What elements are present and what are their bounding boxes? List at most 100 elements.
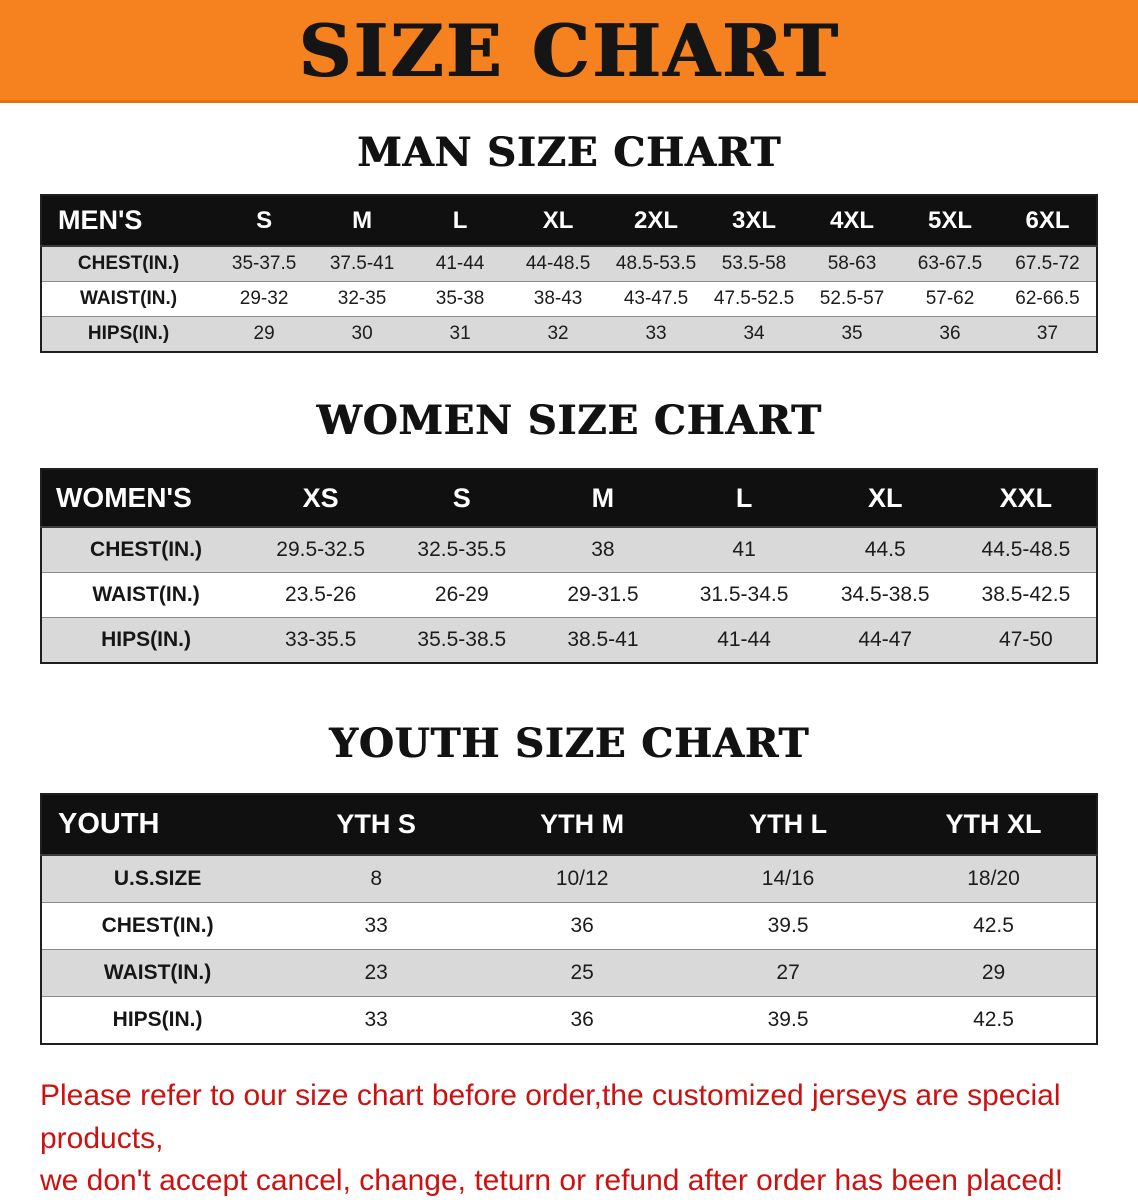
- measurement-value-cell: 34: [743, 323, 765, 344]
- measurement-value-cell: 43-47.5: [623, 288, 689, 309]
- measurement-row: WAIST(IN.) 29-32 32-35 35-38 38-43 43-47.5 47.…: [41, 281, 1097, 317]
- youth-section-heading: YOUTH SIZE CHART: [329, 720, 809, 767]
- size-column-header: YTH XL: [891, 794, 1097, 855]
- measurement-value-cell: 47.5-52.5: [713, 288, 795, 309]
- footer-note-line2: we don't accept cancel, change, teturn o…: [40, 1164, 1064, 1198]
- measurement-value-cell: 29-31.5: [567, 583, 639, 606]
- footer-note-line1: Please refer to our size chart before or…: [40, 1079, 1061, 1155]
- measurement-value-cell: 63-67.5: [917, 253, 983, 274]
- measurement-value-cell: 36: [570, 914, 594, 937]
- measurement-label-cell: U.S.SIZE: [113, 867, 202, 890]
- measurement-value-cell: 35.5-38.5: [417, 628, 507, 651]
- measurement-row: WAIST(IN.) 23 25 27 29: [41, 949, 1097, 997]
- measurement-value-cell: 58-63: [827, 253, 877, 274]
- measurement-value-cell: 39.5: [767, 1008, 809, 1031]
- table-title-cell: YOUTH: [41, 794, 274, 855]
- measurement-value-cell: 32.5-35.5: [417, 538, 507, 561]
- size-column-header: M: [532, 469, 674, 527]
- measurement-value-cell: 38.5-42.5: [981, 583, 1071, 606]
- measurement-value-cell: 47-50: [999, 628, 1053, 651]
- measurement-row: CHEST(IN.) 35-37.5 37.5-41 41-44 44-48.5 48.5…: [41, 246, 1097, 282]
- size-column-header: 5XL: [901, 195, 999, 246]
- measurement-value-cell: 39.5: [767, 914, 809, 937]
- size-column-header: XL: [509, 195, 608, 246]
- measurement-value-cell: 33: [645, 323, 667, 344]
- measurement-row: HIPS(IN.) 29 30 31 32 33 34 35 36 37: [41, 316, 1097, 352]
- measurement-value-cell: 41-44: [435, 253, 485, 274]
- table-title-cell: WOMEN'S: [41, 469, 251, 527]
- measurement-value-cell: 33-35.5: [285, 628, 357, 651]
- measurement-value-cell: 36: [570, 1008, 594, 1031]
- measurement-value-cell: 27: [776, 961, 800, 984]
- page-title: SIZE CHART: [298, 7, 840, 93]
- table-body: CHEST(IN.) 29.5-32.5 32.5-35.5 38 41 44.5 44.5…: [41, 527, 1097, 663]
- measurement-value-cell: 37: [1036, 323, 1059, 344]
- measurement-value-cell: 36: [939, 323, 961, 344]
- measurement-value-cell: 44.5-48.5: [981, 538, 1071, 561]
- section-men: MAN SIZE CHART MEN'S S M L XL 2XL 3XL 4XL 5XL 6XL…: [0, 129, 1138, 353]
- measurement-row: CHEST(IN.) 29.5-32.5 32.5-35.5 38 41 44.5 44.5…: [41, 527, 1097, 573]
- measurement-value-cell: 41: [732, 538, 756, 561]
- size-column-header: L: [411, 195, 510, 246]
- measurement-value-cell: 37.5-41: [329, 253, 395, 274]
- measurement-value-cell: 29-32: [239, 288, 289, 309]
- measurement-label-cell: HIPS(IN.): [101, 628, 191, 651]
- size-column-header: 4XL: [803, 195, 901, 246]
- size-column-header: 3XL: [705, 195, 804, 246]
- measurement-row: WAIST(IN.) 23.5-26 26-29 29-31.5 31.5-34.5 34…: [41, 572, 1097, 618]
- section-youth: YOUTH SIZE CHART YOUTH YTH S YTH M YTH L YTH…: [0, 720, 1138, 1045]
- measurement-value-cell: 41-44: [717, 628, 771, 651]
- size-column-header: L: [673, 469, 815, 527]
- measurement-row: CHEST(IN.) 33 36 39.5 42.5: [41, 902, 1097, 950]
- measurement-value-cell: 48.5-53.5: [615, 253, 697, 274]
- measurement-row: HIPS(IN.) 33-35.5 35.5-38.5 38.5-41 41-44 44-…: [41, 617, 1097, 663]
- size-column-header: S: [391, 469, 533, 527]
- measurement-value-cell: 32-35: [337, 288, 387, 309]
- measurement-value-cell: 42.5: [973, 1008, 1014, 1031]
- measurement-value-cell: 34.5-38.5: [840, 583, 930, 606]
- measurement-label-cell: WAIST(IN.): [80, 288, 178, 309]
- measurement-value-cell: 8: [370, 867, 382, 890]
- measurement-value-cell: 44-48.5: [525, 253, 591, 274]
- table-header-row: MEN'S S M L XL 2XL 3XL 4XL 5XL 6XL: [41, 195, 1097, 246]
- measurement-value-cell: 26-29: [434, 583, 489, 606]
- measurement-value-cell: 10/12: [555, 867, 609, 890]
- size-column-header: XXL: [955, 469, 1097, 527]
- measurement-label-cell: WAIST(IN.): [92, 583, 200, 606]
- measurement-value-cell: 38-43: [533, 288, 583, 309]
- measurement-value-cell: 38: [591, 538, 615, 561]
- measurement-value-cell: 35-38: [435, 288, 485, 309]
- size-column-header: YTH M: [479, 794, 686, 855]
- table-body: CHEST(IN.) 35-37.5 37.5-41 41-44 44-48.5 48.5…: [41, 246, 1097, 352]
- measurement-value-cell: 35: [841, 323, 863, 344]
- measurement-value-cell: 29: [981, 961, 1006, 984]
- table-header-row: YOUTH YTH S YTH M YTH L YTH XL: [41, 794, 1097, 855]
- size-column-header: M: [313, 195, 412, 246]
- measurement-label-cell: CHEST(IN.): [101, 914, 214, 937]
- measurement-value-cell: 25: [570, 961, 594, 984]
- banner: SIZE CHART: [0, 0, 1138, 103]
- measurement-value-cell: 52.5-57: [819, 288, 885, 309]
- measurement-value-cell: 44.5: [864, 538, 906, 561]
- table-head: MEN'S S M L XL 2XL 3XL 4XL 5XL 6XL: [41, 195, 1097, 246]
- measurement-label-cell: HIPS(IN.): [87, 323, 170, 344]
- measurement-value-cell: 33: [364, 914, 388, 937]
- measurement-value-cell: 44-47: [858, 628, 913, 651]
- measurement-row: HIPS(IN.) 33 36 39.5 42.5: [41, 996, 1097, 1044]
- measurement-value-cell: 23.5-26: [285, 583, 357, 606]
- measurement-value-cell: 31: [449, 323, 471, 344]
- size-column-header: S: [215, 195, 314, 246]
- size-column-header: XL: [814, 469, 956, 527]
- size-column-header: YTH S: [273, 794, 480, 855]
- measurement-label-cell: CHEST(IN.): [77, 253, 180, 274]
- measurement-value-cell: 57-62: [925, 288, 975, 309]
- table-head: YOUTH YTH S YTH M YTH L YTH XL: [41, 794, 1097, 855]
- section-women: WOMEN SIZE CHART WOMEN'S XS S M L XL XXL CHEST(…: [0, 397, 1138, 664]
- size-column-header: XS: [250, 469, 392, 527]
- measurement-value-cell: 29: [253, 323, 275, 344]
- measurement-value-cell: 30: [351, 323, 373, 344]
- measurement-value-cell: 31.5-34.5: [699, 583, 789, 606]
- women-section-heading: WOMEN SIZE CHART: [316, 397, 822, 444]
- youth-size-table: YOUTH YTH S YTH M YTH L YTH XL U.S.SIZE 8 10/12…: [40, 793, 1098, 1045]
